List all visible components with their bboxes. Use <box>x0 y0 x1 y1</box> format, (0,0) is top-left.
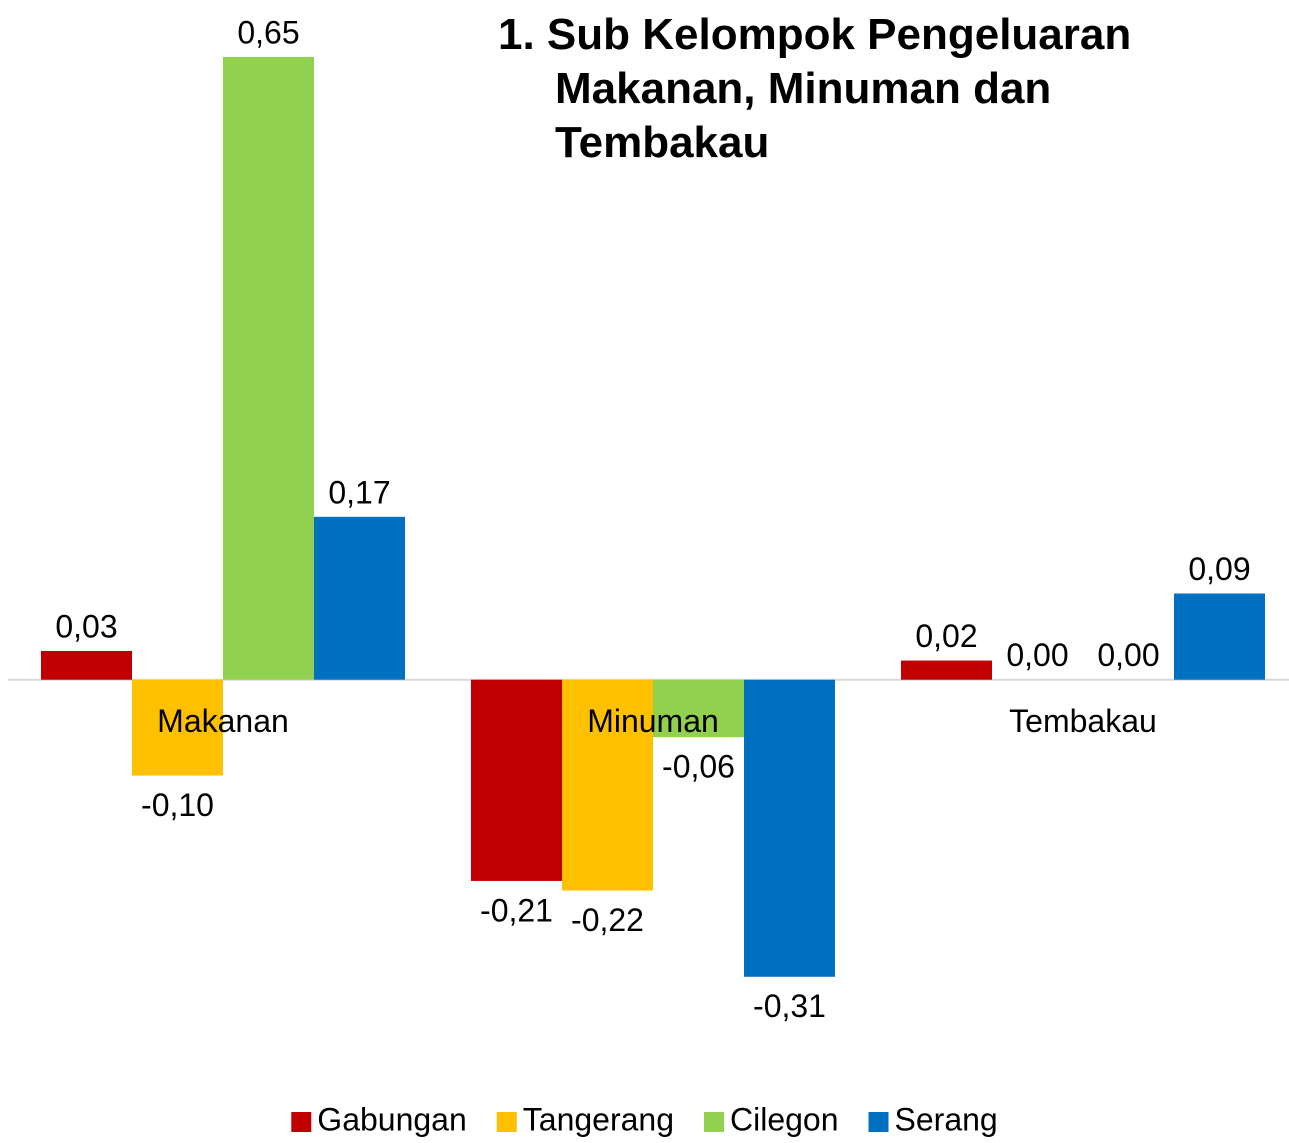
data-label: 0,17 <box>328 474 390 510</box>
data-label: 0,02 <box>915 618 977 654</box>
data-label: -0,06 <box>662 749 735 785</box>
bar <box>744 679 835 977</box>
x-tick-label: Minuman <box>587 703 719 739</box>
data-label: 0,65 <box>237 14 299 50</box>
x-tick-label: Makanan <box>157 703 289 739</box>
x-tick-label: Tembakau <box>1009 703 1157 739</box>
data-label: 0,00 <box>1097 637 1159 673</box>
bar <box>471 679 562 881</box>
data-label: 0,03 <box>55 608 117 644</box>
bar <box>1174 593 1265 680</box>
data-label: 0,00 <box>1006 637 1068 673</box>
legend-label: Gabungan <box>317 1101 466 1137</box>
data-label: -0,22 <box>571 902 644 938</box>
legend-label: Tangerang <box>523 1101 674 1137</box>
bar <box>901 660 992 680</box>
data-label: -0,21 <box>480 892 553 928</box>
legend-label: Serang <box>895 1101 998 1137</box>
bar <box>314 516 405 680</box>
legend-swatch <box>496 1112 517 1132</box>
chart-title: 1. Sub Kelompok Pengeluaran Makanan, Min… <box>498 10 1132 167</box>
data-label: 0,09 <box>1188 551 1250 587</box>
legend-swatch <box>291 1112 312 1132</box>
data-label: -0,10 <box>141 787 214 823</box>
bar <box>653 679 744 738</box>
bar <box>562 679 653 891</box>
data-label: -0,31 <box>753 988 826 1024</box>
legend-swatch <box>868 1112 889 1132</box>
legend-label: Cilegon <box>730 1101 839 1137</box>
bar <box>41 650 132 680</box>
legend-swatch <box>704 1112 724 1132</box>
bar <box>132 679 223 776</box>
bar <box>223 56 314 680</box>
